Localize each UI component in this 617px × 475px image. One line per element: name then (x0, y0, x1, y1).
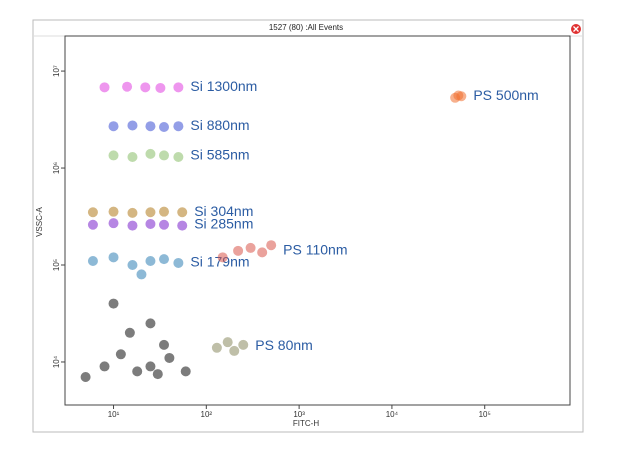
event-point (122, 81, 133, 92)
event-point (456, 91, 467, 102)
event-point (145, 121, 156, 132)
population-label: Si 585nm (190, 146, 249, 162)
event-point (108, 206, 119, 217)
event-point (217, 252, 228, 263)
event-point (108, 150, 119, 161)
x-tick-label: 10¹ (108, 410, 120, 419)
event-point (145, 361, 156, 372)
event-point (80, 371, 91, 382)
event-point (233, 245, 244, 256)
population-label: Si 880nm (190, 117, 249, 133)
close-icon (573, 26, 579, 32)
event-point (145, 255, 156, 266)
event-point (173, 82, 184, 93)
x-tick-label: 10⁵ (479, 410, 491, 419)
event-point (127, 120, 138, 131)
event-point (159, 122, 170, 133)
event-point (115, 349, 126, 360)
event-point (145, 218, 156, 229)
event-point (266, 240, 277, 251)
event-point (177, 220, 188, 231)
population-label: Si 1300nm (190, 78, 257, 94)
event-point (238, 339, 249, 350)
event-point (140, 82, 151, 93)
event-point (257, 247, 268, 258)
population-label: Si 304nm (194, 203, 253, 219)
y-tick-label: 10⁶ (52, 162, 61, 174)
event-point (211, 342, 222, 353)
event-point (159, 219, 170, 230)
plot-area (64, 35, 571, 406)
population-label: Si 285nm (194, 215, 253, 231)
population-label: PS 110nm (283, 241, 347, 257)
event-point (145, 318, 156, 329)
event-point (87, 219, 98, 230)
event-point (155, 82, 166, 93)
event-point (245, 242, 256, 253)
chart-title: 1527 (80) :All Events (269, 23, 343, 32)
y-axis-label: VSSC-A (35, 206, 44, 236)
population-label: PS 80nm (255, 337, 313, 353)
event-point (108, 121, 119, 132)
x-tick-label: 10⁴ (386, 410, 399, 419)
event-point (159, 206, 170, 217)
event-point (145, 207, 156, 218)
y-tick-label: 10⁵ (52, 259, 61, 271)
event-point (152, 369, 163, 380)
event-point (99, 82, 110, 93)
event-point (99, 361, 110, 372)
event-point (159, 150, 170, 161)
population-label: PS 500nm (473, 87, 538, 103)
event-point (108, 298, 119, 309)
event-point (87, 255, 98, 266)
event-point (124, 327, 135, 338)
event-point (127, 260, 138, 271)
event-point (159, 339, 170, 350)
event-point (222, 337, 233, 348)
event-point (108, 218, 119, 229)
event-point (173, 121, 184, 132)
event-point (127, 207, 138, 218)
event-point (229, 345, 240, 356)
event-point (127, 151, 138, 162)
event-point (177, 207, 188, 218)
x-tick-label: 10³ (293, 410, 305, 419)
event-point (180, 366, 191, 377)
y-tick-label: 10⁷ (52, 65, 61, 77)
event-point (87, 207, 98, 218)
population-label: Si 179nm (190, 254, 249, 270)
x-tick-label: 10² (201, 410, 213, 419)
event-point (108, 252, 119, 263)
event-point (132, 366, 143, 377)
event-point (127, 220, 138, 231)
event-point (145, 148, 156, 159)
event-point (173, 151, 184, 162)
event-point (173, 257, 184, 268)
event-point (136, 269, 147, 280)
x-axis-label: FITC-H (293, 419, 319, 428)
event-point (164, 352, 175, 363)
y-tick-label: 10⁴ (52, 355, 61, 368)
event-point (159, 254, 170, 265)
